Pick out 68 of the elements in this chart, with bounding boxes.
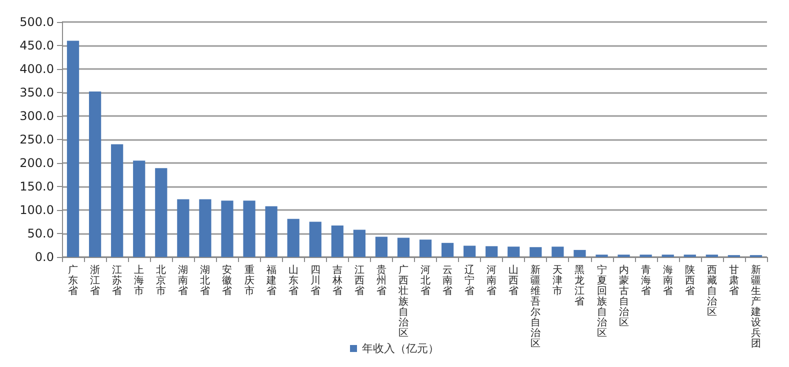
bar [155, 168, 168, 257]
bar [133, 160, 146, 257]
x-tick-label: 西藏自治区 [706, 264, 717, 318]
x-tick-label: 黑龙江省 [574, 264, 585, 308]
y-tick-label: 450.0 [20, 38, 54, 52]
x-tick-label: 青海省 [640, 264, 651, 297]
bar [486, 246, 498, 257]
x-tick-label: 浙江省 [90, 264, 100, 297]
x-tick-label: 河北省 [420, 264, 431, 297]
x-tick-label: 江西省 [354, 264, 364, 297]
bar [375, 236, 388, 257]
x-tick-label: 广西壮族自治区 [397, 264, 408, 339]
y-tick-label: 400.0 [20, 62, 54, 76]
x-tick-label: 内蒙古自治区 [618, 264, 629, 328]
bar [199, 199, 212, 257]
y-tick-label: 300.0 [20, 109, 54, 123]
bar [265, 206, 278, 257]
x-tick-label: 四川省 [310, 264, 320, 297]
x-tick-label: 海南省 [662, 264, 673, 297]
bar [331, 226, 344, 257]
x-tick-label: 湖北省 [200, 264, 210, 297]
y-tick-label: 250.0 [20, 132, 54, 146]
bar [309, 222, 322, 257]
bar [397, 238, 410, 257]
x-tick-label: 山西省 [508, 264, 519, 297]
bar [441, 242, 454, 257]
bar [66, 40, 80, 257]
bar [353, 230, 366, 257]
x-tick-label: 重庆市 [244, 264, 254, 297]
x-tick-label: 陕西省 [684, 264, 695, 297]
x-tick-label: 江苏省 [112, 264, 122, 297]
x-tick-label: 湖南省 [178, 264, 188, 297]
y-tick-label: 100.0 [20, 203, 54, 217]
bar [177, 199, 190, 257]
y-tick-label: 50.0 [27, 226, 54, 240]
x-tick-label: 宁夏回族自治区 [596, 264, 607, 339]
bar [221, 200, 234, 257]
bar [243, 200, 256, 257]
y-tick-label: 500.0 [20, 15, 54, 29]
x-tick-label: 贵州省 [376, 264, 386, 297]
bar [464, 246, 476, 257]
x-tick-label: 山东省 [288, 264, 298, 297]
bar [508, 246, 520, 257]
x-tick-label: 新疆维吾尔自治区 [530, 264, 541, 350]
bar [111, 144, 124, 257]
legend-label: 年收入（亿元） [362, 342, 439, 355]
x-tick-label: 河南省 [486, 264, 497, 297]
bar [287, 218, 300, 257]
x-tick-label: 甘肃省 [728, 264, 739, 297]
bar [88, 92, 102, 257]
y-tick-label: 350.0 [20, 86, 54, 100]
x-tick-label: 上海市 [134, 264, 144, 297]
bar [530, 247, 542, 257]
x-tick-label: 广东省 [68, 264, 78, 297]
x-tick-label: 天津市 [552, 264, 563, 297]
x-tick-label: 辽宁省 [464, 264, 475, 297]
y-tick-label: 0.0 [34, 250, 54, 264]
x-tick-label: 北京市 [156, 264, 166, 297]
x-tick-label: 云南省 [442, 264, 453, 297]
bar [552, 246, 564, 257]
x-tick-label: 福建省 [265, 264, 276, 297]
x-tick-label: 安徽省 [222, 264, 232, 297]
y-tick-label: 200.0 [20, 156, 54, 170]
x-tick-label: 新疆生产建设兵团 [750, 264, 761, 350]
bar [574, 250, 586, 257]
bar [419, 240, 432, 257]
y-tick-label: 150.0 [20, 180, 54, 194]
x-tick-label: 吉林省 [331, 264, 342, 297]
